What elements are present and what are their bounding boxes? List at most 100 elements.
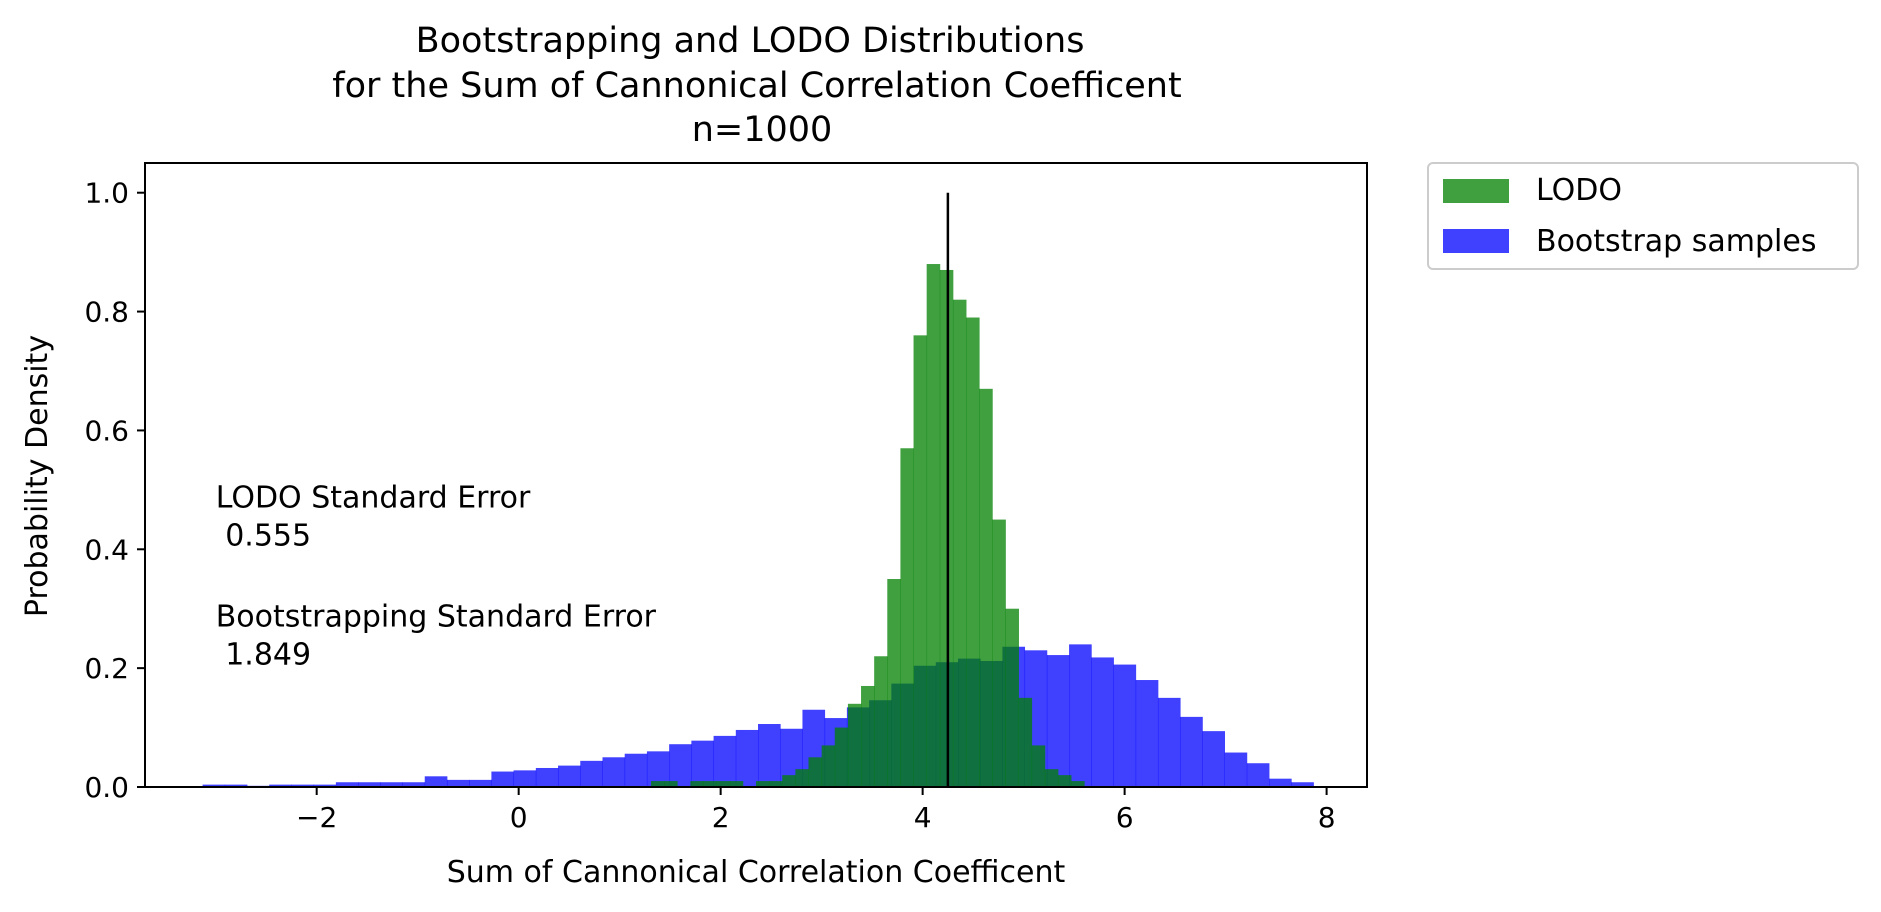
lodo-bar [729, 781, 744, 787]
legend-label-bootstrap: Bootstrap samples [1536, 224, 1816, 259]
legend-label-lodo: LODO [1536, 173, 1622, 208]
legend-swatch-bootstrap [1443, 229, 1509, 253]
lodo-bar [992, 519, 1006, 787]
bootstrap-bar [224, 784, 248, 787]
lodo-bar [834, 727, 849, 787]
lodo-bar [1071, 781, 1085, 787]
legend: LODO Bootstrap samples [1427, 162, 1859, 270]
bootstrap-bar [424, 776, 448, 787]
x-axis-label: Sum of Cannonical Correlation Coefficent [447, 855, 1066, 890]
lodo-bar [847, 703, 862, 787]
annotations: LODO Standard Error 0.555 Bootstrapping S… [216, 481, 657, 673]
y-tick-label: 0.0 [84, 771, 129, 804]
bootstrap-bar [669, 744, 692, 787]
lodo-bar [874, 656, 888, 787]
lodo-bar [1031, 745, 1046, 787]
bootstrap-bar [691, 740, 714, 787]
bootstrap-bar [602, 757, 626, 787]
lodo-bar [952, 299, 967, 787]
lodo-bar [939, 269, 954, 787]
bootstrap-bar [1246, 763, 1270, 787]
y-axis-ticks: 0.0 0.2 0.4 0.6 0.8 1.0 [84, 177, 145, 804]
x-tick-label: 4 [914, 801, 932, 834]
x-axis-ticks: −2 0 2 4 6 8 [296, 787, 1336, 834]
bootstrap-bar [735, 729, 759, 787]
title-line-1: Bootstrapping and LODO Distributions [416, 21, 1085, 61]
bootstrap-bar [758, 724, 781, 787]
bootstrap-bar [1157, 697, 1181, 787]
lodo-bar [756, 781, 770, 787]
lodo-bar [887, 579, 901, 787]
annotation-line: Bootstrapping Standard Error [216, 600, 657, 635]
lodo-bar [979, 388, 993, 787]
lodo-bar [795, 769, 809, 787]
annotation-line: 1.849 [216, 638, 311, 673]
y-tick-label: 0.6 [84, 414, 129, 447]
bootstrap-bar [313, 784, 337, 787]
bootstrap-bar [380, 782, 403, 787]
bootstrap-bar [535, 767, 559, 787]
x-tick-label: 6 [1116, 801, 1134, 834]
lodo-bar [926, 264, 941, 787]
bootstrap-bar [1069, 644, 1092, 787]
bootstrap-bar [469, 779, 492, 787]
bootstrap-bar [513, 770, 537, 787]
lodo-bar [716, 781, 731, 787]
bootstrap-bar [1180, 716, 1203, 787]
bootstrap-bar [1269, 778, 1292, 787]
bootstrap-bar [291, 784, 315, 787]
lodo-bar [966, 317, 980, 787]
bootstrap-bar [1113, 664, 1137, 787]
lodo-bar [664, 781, 678, 787]
x-tick-label: 2 [712, 801, 730, 834]
annotation-text: LODO Standard Error 0.555 [216, 481, 531, 554]
plot-frame [144, 162, 1368, 788]
bootstrap-bar [335, 782, 359, 787]
bootstrap-bar [491, 771, 515, 787]
lodo-bar [703, 781, 718, 787]
bootstrap-bar [1046, 655, 1070, 787]
bootstrap-bars [202, 644, 1314, 787]
lodo-bar [1044, 769, 1059, 787]
y-tick-label: 0.2 [84, 652, 129, 685]
bootstrap-bar [1291, 782, 1314, 787]
legend-swatch-lodo [1443, 179, 1509, 203]
bootstrap-bar [624, 753, 648, 787]
annotation-line: 0.555 [216, 519, 311, 554]
bootstrap-bar [1202, 731, 1226, 787]
chart-title: Bootstrapping and LODO Distributions for… [332, 21, 1181, 150]
lodo-bar [690, 781, 704, 787]
lodo-bar [1005, 608, 1019, 787]
bootstrap-bar [1091, 657, 1114, 787]
x-tick-label: −2 [296, 801, 337, 834]
x-tick-label: 0 [510, 801, 528, 834]
bootstrap-bar [269, 784, 292, 787]
bootstrap-bar [1135, 680, 1159, 787]
title-line-3: n=1000 [692, 110, 833, 150]
bootstrap-bar [558, 765, 581, 787]
x-tick-label: 8 [1318, 801, 1336, 834]
lodo-bar [1057, 775, 1072, 787]
lodo-bar [821, 745, 836, 787]
annotation-line: LODO Standard Error [216, 481, 531, 516]
lodo-bar [782, 775, 796, 787]
lodo-bar [650, 781, 665, 787]
bootstrap-bar [580, 760, 603, 787]
lodo-bar [861, 685, 875, 787]
bootstrap-bar [1224, 752, 1248, 787]
bootstrap-bar [646, 751, 670, 787]
y-axis-label: Probability Density [20, 335, 55, 617]
title-line-2: for the Sum of Cannonical Correlation Co… [332, 66, 1181, 106]
lodo-bar [913, 335, 928, 787]
bootstrap-bar [358, 782, 381, 787]
legend-frame [1427, 162, 1859, 270]
y-tick-label: 1.0 [84, 177, 129, 210]
lodo-bar [900, 448, 914, 787]
lodo-bar [808, 757, 823, 787]
lodo-bar [1018, 697, 1033, 787]
lodo-bars [650, 264, 1085, 787]
bootstrap-bar [202, 784, 226, 787]
y-tick-label: 0.8 [84, 296, 129, 329]
bootstrap-bar [402, 782, 426, 787]
